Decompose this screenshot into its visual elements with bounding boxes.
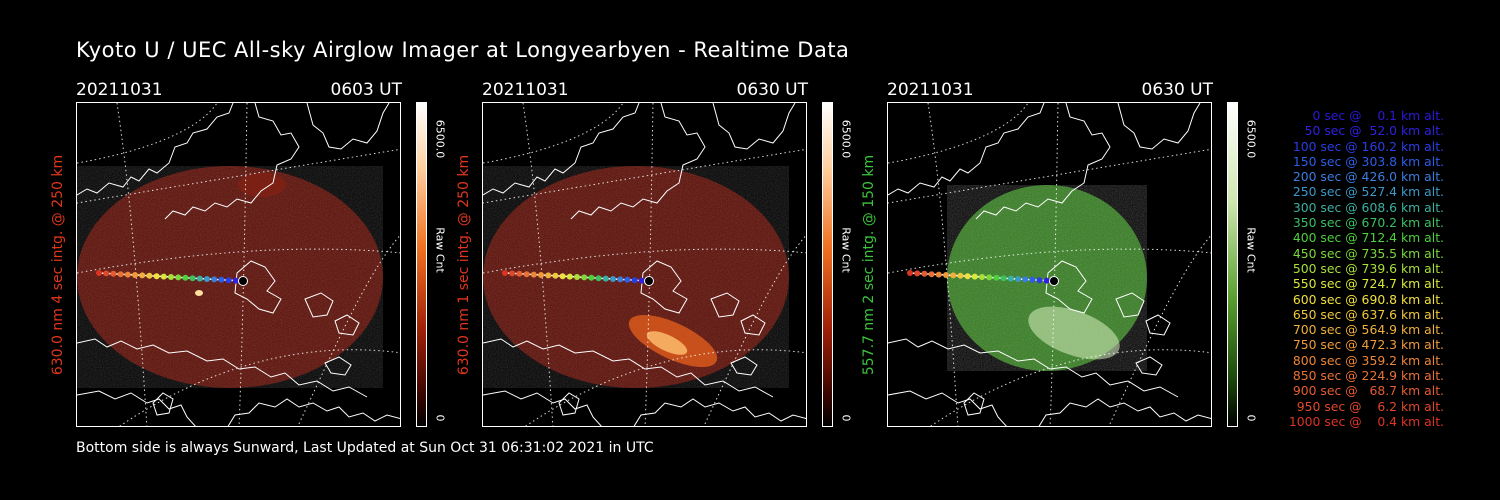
- panel-time: 0630 UT: [736, 80, 809, 100]
- legend-entry: 900 sec @ 68.7 km alt.: [1288, 383, 1444, 399]
- legend-entry: 0 sec @ 0.1 km alt.: [1300, 108, 1444, 123]
- imager-panel-3: 20211031 0630 UT 557.7 nm 2 sec intg. @ …: [861, 80, 1287, 430]
- legend-entry: 50 sec @ 52.0 km alt.: [1296, 123, 1444, 139]
- legend-entry: 700 sec @ 564.9 km alt.: [1288, 322, 1444, 338]
- legend-entry: 500 sec @ 739.6 km alt.: [1288, 260, 1444, 276]
- legend-entry: 750 sec @ 472.3 km alt.: [1288, 337, 1444, 353]
- legend-entry: 350 sec @ 670.2 km alt.: [1288, 215, 1444, 231]
- legend-entry: 150 sec @ 303.8 km alt.: [1288, 153, 1444, 169]
- legend-entry: 400 sec @ 712.4 km alt.: [1288, 230, 1444, 246]
- map-overlay: [77, 103, 400, 426]
- legend-entry: 450 sec @ 735.5 km alt.: [1288, 245, 1444, 261]
- colorbar: [1227, 102, 1238, 427]
- legend-entry: 950 sec @ 6.2 km alt.: [1292, 398, 1444, 414]
- allsky-image: [76, 102, 401, 427]
- panel-date: 20211031: [887, 80, 974, 100]
- page-title: Kyoto U / UEC All-sky Airglow Imager at …: [76, 38, 850, 62]
- legend-entry: 100 sec @ 160.2 km alt.: [1288, 138, 1444, 154]
- legend-entry: 550 sec @ 724.7 km alt.: [1288, 276, 1444, 292]
- map-overlay: [888, 103, 1211, 426]
- legend-entry: 650 sec @ 637.6 km alt.: [1288, 306, 1444, 322]
- colorbar-unit: Raw Cnt: [433, 227, 447, 273]
- panel-date: 20211031: [482, 80, 569, 100]
- map-overlay: [483, 103, 806, 426]
- colorbar-unit: Raw Cnt: [1244, 227, 1258, 273]
- colorbar-min: 0: [839, 414, 853, 422]
- wavelength-label: 630.0 nm 1 sec intg. @ 250 km: [456, 154, 472, 375]
- colorbar-min: 0: [433, 414, 447, 422]
- panel-date: 20211031: [76, 80, 163, 100]
- colorbar-unit: Raw Cnt: [839, 227, 853, 273]
- trajectory-legend: 0 sec @ 0.1 km alt. 50 sec @ 52.0 km alt…: [1262, 108, 1444, 429]
- panel-time: 0630 UT: [1141, 80, 1214, 100]
- allsky-image: [887, 102, 1212, 427]
- legend-entry: 200 sec @ 426.0 km alt.: [1288, 169, 1444, 185]
- legend-entry: 850 sec @ 224.9 km alt.: [1288, 368, 1444, 384]
- allsky-image: [482, 102, 807, 427]
- legend-entry: 600 sec @ 690.8 km alt.: [1288, 291, 1444, 307]
- colorbar-max: 6500.0: [839, 119, 853, 159]
- footer-note: Bottom side is always Sunward, Last Upda…: [76, 440, 654, 456]
- colorbar-max: 6500.0: [433, 119, 447, 159]
- wavelength-label: 557.7 nm 2 sec intg. @ 150 km: [861, 154, 877, 375]
- legend-entry: 1000 sec @ 0.4 km alt.: [1288, 413, 1444, 429]
- panel-time: 0603 UT: [330, 80, 403, 100]
- imager-panel-2: 20211031 0630 UT 630.0 nm 1 sec intg. @ …: [456, 80, 882, 430]
- colorbar-max: 6500.0: [1244, 119, 1258, 159]
- legend-entry: 300 sec @ 608.6 km alt.: [1288, 199, 1444, 215]
- colorbar: [822, 102, 833, 427]
- legend-entry: 800 sec @ 359.2 km alt.: [1288, 352, 1444, 368]
- wavelength-label: 630.0 nm 4 sec intg. @ 250 km: [50, 154, 66, 375]
- imager-panel-1: 20211031 0603 UT 630.0 nm 4 sec intg. @ …: [50, 80, 476, 430]
- colorbar: [416, 102, 427, 427]
- legend-entry: 250 sec @ 527.4 km alt.: [1288, 184, 1444, 200]
- colorbar-min: 0: [1244, 414, 1258, 422]
